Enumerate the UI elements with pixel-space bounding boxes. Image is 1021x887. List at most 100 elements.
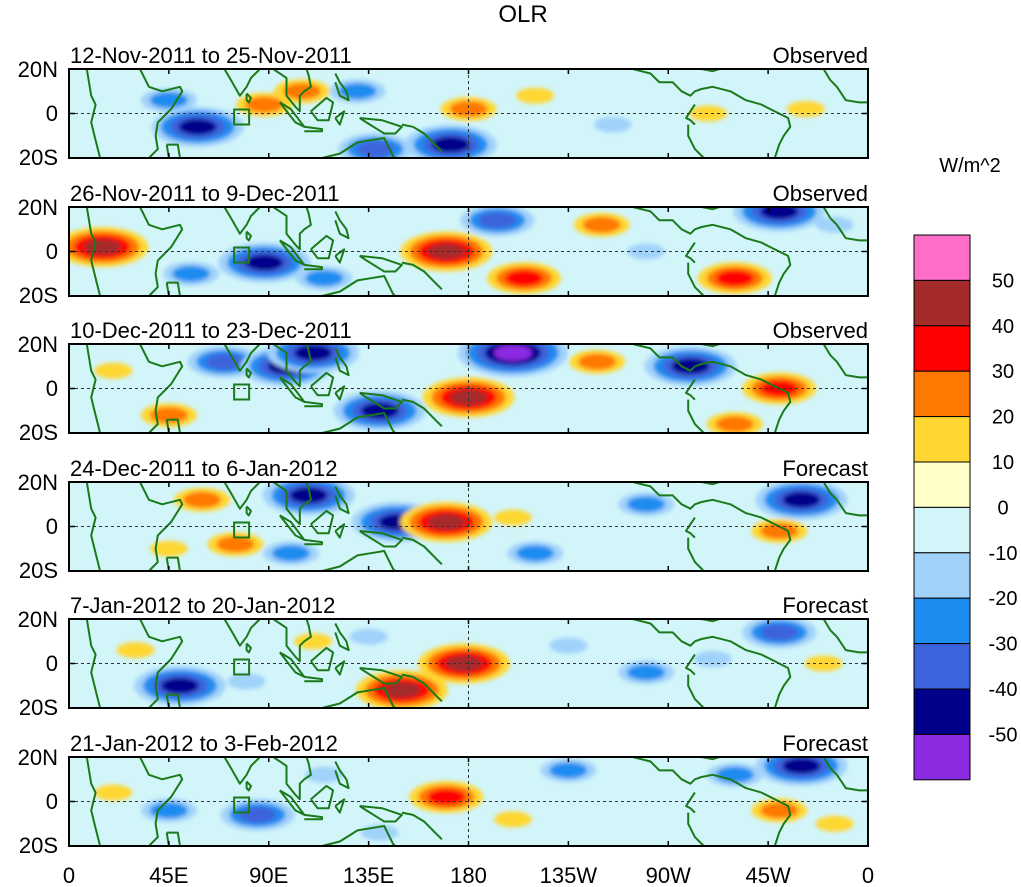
coastline <box>687 262 705 296</box>
anomaly-contour <box>427 514 466 531</box>
coastline <box>632 482 792 571</box>
coastline <box>359 391 403 410</box>
coastline <box>272 344 312 388</box>
coastline <box>334 761 350 790</box>
coastline <box>687 674 705 708</box>
anomaly-contour <box>178 118 217 135</box>
lat-tick-label: 20N <box>18 745 58 770</box>
lat-tick-label: 20S <box>19 558 58 583</box>
anomaly-contour <box>116 642 155 659</box>
coastline <box>334 523 346 539</box>
panel-period-label: 10-Dec-2011 to 23-Dec-2011 <box>70 318 352 343</box>
anomaly-contour <box>289 487 328 504</box>
lon-tick-label: 90W <box>646 863 691 887</box>
map-panel: 20N 0 20S 21-Jan-2012 to 3-Feb-2012 Forecast <box>18 731 869 858</box>
colorbar-tick-label: 20 <box>992 407 1014 429</box>
coastline <box>321 687 396 708</box>
lon-tick-label: 45W <box>746 863 791 887</box>
lat-tick-label: 0 <box>46 101 58 126</box>
anomaly-contour <box>445 655 484 672</box>
coastline <box>245 367 252 379</box>
reference-box <box>233 246 251 264</box>
lon-tick-label: 90E <box>249 863 288 887</box>
anomaly-contour <box>493 811 532 828</box>
coastline <box>304 675 323 683</box>
coastline <box>687 812 705 846</box>
coastline <box>685 654 696 676</box>
coastline <box>401 261 443 291</box>
coastline <box>245 642 252 654</box>
panels-group: 20N 0 20S 12-Nov-2011 to 25-Nov-2011 Observe… <box>18 43 869 858</box>
coastline <box>685 517 696 539</box>
anomaly-contour <box>149 802 188 819</box>
coastline <box>685 104 696 126</box>
anomaly-contour <box>815 815 854 832</box>
coastline <box>687 537 705 571</box>
colorbar-swatch <box>913 506 971 554</box>
anomaly-contour <box>693 651 732 668</box>
coastline <box>632 69 792 158</box>
anomaly-contour <box>238 806 277 823</box>
panel-period-label: 24-Dec-2011 to 6-Jan-2012 <box>70 456 337 481</box>
coastline <box>822 482 832 494</box>
anomaly-contour <box>449 101 488 118</box>
reference-box <box>233 383 251 401</box>
anomaly-contour <box>760 207 799 220</box>
reference-box <box>233 521 251 539</box>
anomaly-contour <box>516 545 555 562</box>
coastline <box>632 344 792 433</box>
colorbar-tick-label: 0 <box>997 497 1008 519</box>
anomaly-contour <box>493 344 532 361</box>
anomaly-contour <box>294 633 333 650</box>
anomaly-contour <box>689 105 728 122</box>
coastline <box>139 619 184 708</box>
coastline <box>245 230 252 242</box>
panel-period-label: 26-Nov-2011 to 9-Dec-2011 <box>70 181 339 206</box>
coastline <box>197 69 261 97</box>
lon-tick-label: 0 <box>63 863 75 887</box>
colorbar-swatch <box>913 552 971 599</box>
coastline <box>321 412 396 433</box>
coastline <box>632 207 792 296</box>
anomaly-contour <box>671 358 710 375</box>
anomaly-contour <box>305 270 344 287</box>
coastline <box>304 538 323 546</box>
coastline <box>139 344 184 433</box>
coastline <box>687 399 705 433</box>
colorbar-tick-label: -40 <box>989 679 1018 701</box>
coastline <box>139 69 184 158</box>
anomaly-contour <box>549 637 588 654</box>
lat-tick-label: 20S <box>19 833 58 858</box>
coastline <box>245 780 252 792</box>
coastline <box>310 96 335 122</box>
colorbar-swatch <box>913 643 971 690</box>
coastline <box>139 482 184 571</box>
coastline <box>334 347 350 377</box>
coastline <box>359 667 403 685</box>
coastline <box>401 536 443 566</box>
anomaly-contour <box>760 802 799 819</box>
lon-tick-label: 135W <box>540 863 598 887</box>
coastline <box>359 530 403 548</box>
anomaly-contour <box>804 655 843 672</box>
coastline <box>197 619 261 647</box>
coastline <box>197 757 261 785</box>
lat-tick-label: 0 <box>46 789 58 814</box>
coastline <box>310 371 335 397</box>
anomaly-contour <box>160 677 199 694</box>
lat-tick-label: 20N <box>18 470 58 495</box>
anomaly-contour <box>382 682 421 699</box>
anomaly-contour <box>183 491 222 508</box>
coastline <box>632 619 792 708</box>
coastline <box>310 646 335 672</box>
anomaly-contour <box>245 96 284 113</box>
anomaly-contour <box>782 757 821 774</box>
lat-tick-label: 0 <box>46 514 58 539</box>
coastlines <box>85 619 868 708</box>
lat-tick-label: 20S <box>19 145 58 170</box>
coastline <box>334 73 350 102</box>
map-panel: 20N 0 20S 10-Dec-2011 to 23-Dec-2011 Observe… <box>18 318 869 445</box>
anomaly-contour <box>582 216 621 233</box>
colorbar: W/m^2 50 40 30 20 10 0 -10 -20 -30 -40 -50 <box>913 155 1018 781</box>
